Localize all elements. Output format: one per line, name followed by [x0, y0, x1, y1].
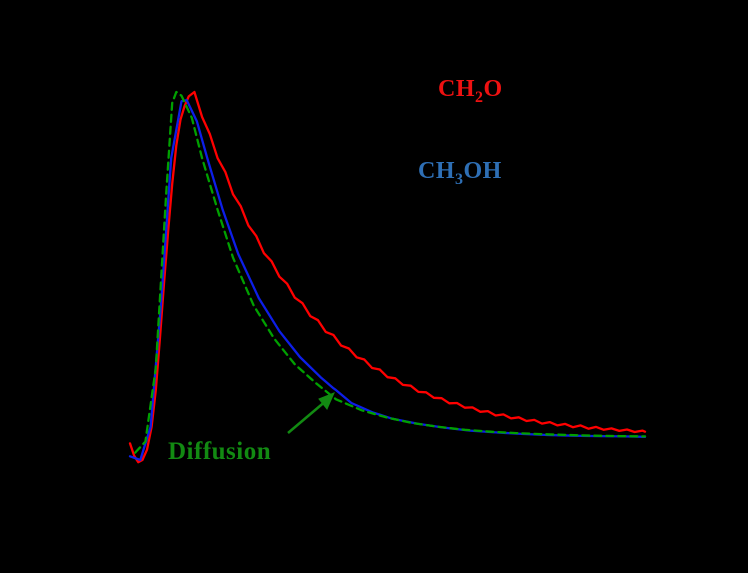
series-curve-ch2o	[128, 90, 647, 464]
series-label-ch2o: CH2O	[438, 76, 503, 107]
series-curve-diffusion	[134, 90, 647, 454]
series-label-diffusion: Diffusion	[168, 438, 272, 465]
series-curve-ch3oh	[128, 98, 647, 462]
ch2o-text-tail: O	[483, 76, 503, 102]
ch2o-subscript: 2	[475, 88, 484, 106]
ch3oh-text: CH	[418, 158, 455, 184]
ch3oh-text-tail: OH	[463, 158, 502, 184]
series-layer	[128, 90, 647, 464]
series-label-ch3oh: CH3OH	[418, 158, 502, 189]
ch2o-text: CH	[438, 76, 475, 102]
diffusion-arrow	[287, 392, 335, 434]
ch3oh-subscript: 3	[455, 170, 464, 188]
